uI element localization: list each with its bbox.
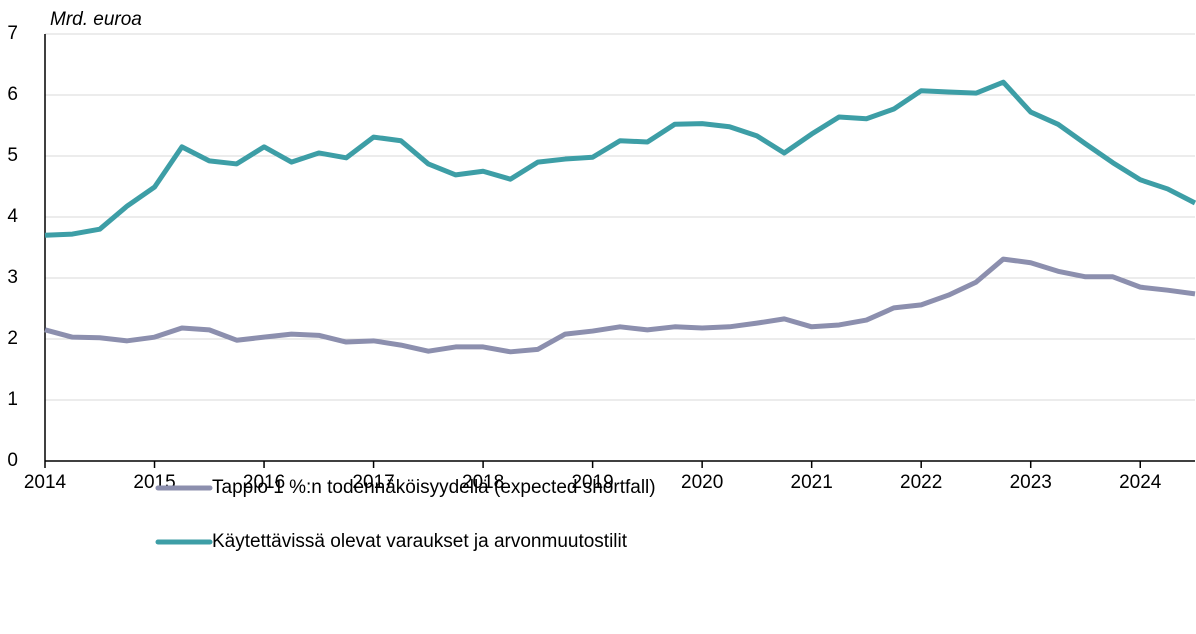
x-tick-label: 2022 <box>900 472 942 493</box>
x-tick-label: 2020 <box>681 472 723 493</box>
x-tick-label: 2014 <box>24 472 67 493</box>
y-tick-label: 0 <box>7 450 18 471</box>
y-tick-label: 3 <box>7 267 18 288</box>
series-line <box>44 256 1196 355</box>
y-tick-label: 7 <box>7 23 18 44</box>
y-tick-label: 1 <box>7 389 18 410</box>
x-tick-label: 2016 <box>243 472 285 493</box>
x-tick-label: 2024 <box>1119 472 1162 493</box>
x-tick-label: 2018 <box>462 472 504 493</box>
x-tick-label: 2023 <box>1010 472 1052 493</box>
x-tick-label: 2019 <box>571 472 613 493</box>
series-line <box>44 79 1196 238</box>
legend-label: Käytettävissä olevat varaukset ja arvonm… <box>212 531 628 552</box>
y-axis-label: Mrd. euroa <box>50 9 142 30</box>
y-tick-label: 5 <box>7 145 18 166</box>
y-tick-label: 4 <box>7 206 18 227</box>
legend-label: Tappio 1 %:n todennäköisyydellä (expecte… <box>212 477 656 498</box>
y-tick-label: 2 <box>7 328 18 349</box>
x-tick-label: 2021 <box>791 472 833 493</box>
x-tick-label: 2017 <box>352 472 394 493</box>
y-tick-label: 6 <box>7 84 18 105</box>
